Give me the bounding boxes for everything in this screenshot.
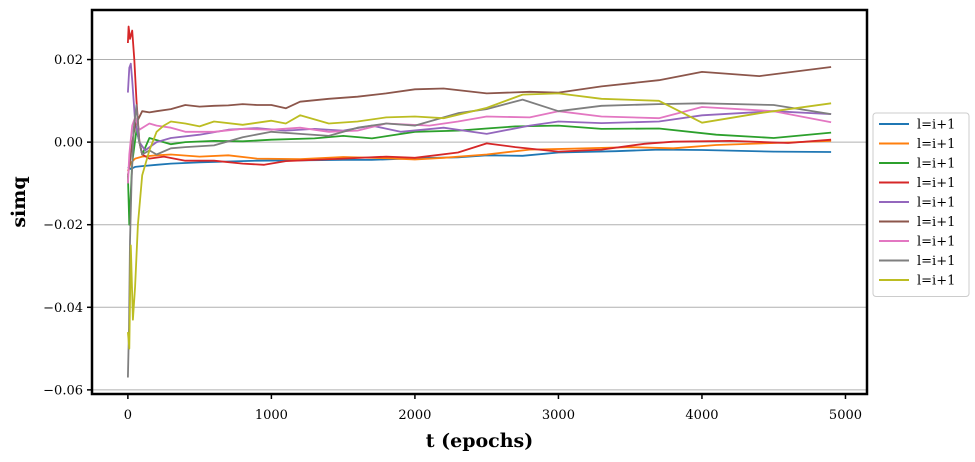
legend-label: l=i+1 xyxy=(917,235,955,250)
series-line-8 xyxy=(127,98,832,378)
series-line-7 xyxy=(127,106,832,184)
x-axis-label: t (epochs) xyxy=(426,430,534,452)
y-tick-label: −0.02 xyxy=(43,218,83,233)
x-tick-label: 3000 xyxy=(542,408,575,423)
y-axis-ticks: −0.06 −0.04 −0.02 0.00 0.02 xyxy=(43,53,92,398)
legend-box xyxy=(872,112,970,297)
series-line-6 xyxy=(127,66,832,176)
x-tick-label: 5000 xyxy=(829,408,862,423)
series-lines xyxy=(127,25,832,378)
x-axis-ticks: 0 1000 2000 3000 4000 5000 xyxy=(124,394,862,423)
x-tick-label: 0 xyxy=(124,408,132,423)
x-tick-label: 1000 xyxy=(255,408,288,423)
y-tick-label: 0.02 xyxy=(54,53,83,68)
series-line-1 xyxy=(127,148,832,170)
legend-label: l=i+1 xyxy=(917,254,955,269)
legend-label: l=i+1 xyxy=(917,176,955,191)
legend-label: l=i+1 xyxy=(917,157,955,172)
legend-label: l=i+1 xyxy=(917,137,955,152)
y-tick-label: −0.06 xyxy=(43,383,83,398)
legend-label: l=i+1 xyxy=(917,196,955,211)
legend-label: l=i+1 xyxy=(917,118,955,133)
gridlines xyxy=(92,59,867,391)
plot-frame xyxy=(90,8,869,396)
x-tick-label: 4000 xyxy=(685,408,718,423)
y-tick-label: −0.04 xyxy=(43,301,83,316)
y-axis-label: simq xyxy=(8,176,30,227)
legend: l=i+1 l=i+1 l=i+1 l=i+1 l=i+1 l=i+1 l=i+1 l=i+1… xyxy=(872,112,970,297)
y-tick-label: 0.00 xyxy=(54,136,83,151)
series-line-4 xyxy=(127,25,832,166)
x-tick-label: 2000 xyxy=(398,408,431,423)
legend-label: l=i+1 xyxy=(917,215,955,230)
legend-label: l=i+1 xyxy=(917,274,955,289)
series-line-9 xyxy=(127,92,832,350)
